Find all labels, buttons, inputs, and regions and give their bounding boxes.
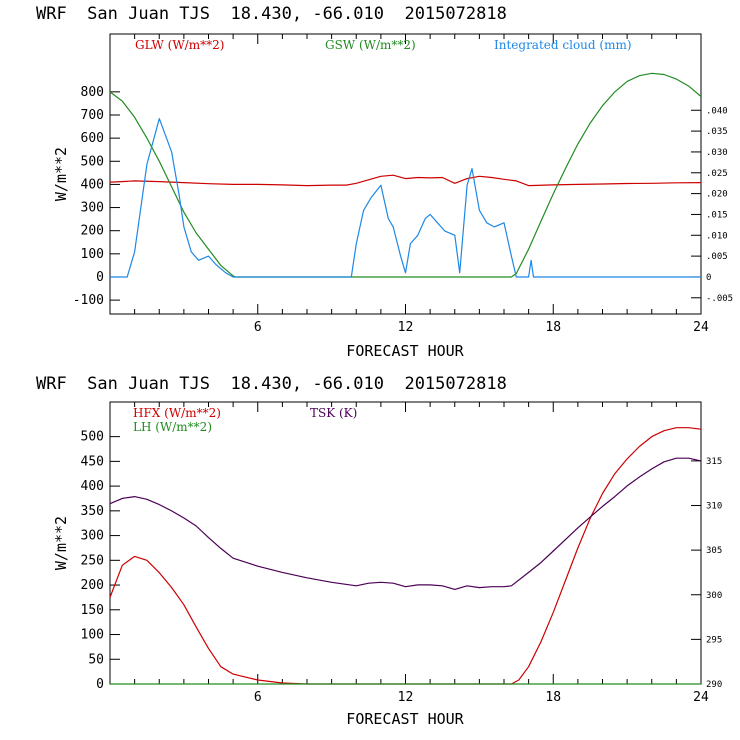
y-tick-label: -100: [73, 293, 104, 308]
y2-tick-label: .020: [706, 190, 728, 200]
panel-radiation: WRF San Juan TJS 18.430, -66.010 2015072…: [36, 4, 733, 360]
series-tsk-line: [109, 457, 702, 591]
y2-tick-label: 315: [706, 457, 722, 467]
y-tick-label: 200: [81, 224, 104, 239]
x-axis-label: FORECAST HOUR: [346, 342, 464, 360]
series-glw-line: [109, 174, 702, 187]
x-tick-label: 18: [545, 320, 561, 335]
y-tick-label: 600: [81, 131, 104, 146]
chart-title-2: WRF San Juan TJS 18.430, -66.010 2015072…: [36, 374, 507, 394]
y-tick-label: 300: [81, 201, 104, 216]
y-tick-label: 200: [81, 578, 104, 593]
y-tick-label: 400: [81, 479, 104, 494]
x-tick-label: 6: [254, 690, 262, 705]
series-lines: [109, 72, 702, 278]
x-tick-label: 12: [398, 320, 414, 335]
y-tick-label: 800: [81, 85, 104, 100]
x-axis-2: 6 12 18 24: [134, 402, 709, 705]
series-lines-2: [109, 427, 702, 685]
legend-hfx: HFX (W/m**2): [133, 406, 221, 420]
x-tick-label: 24: [693, 690, 709, 705]
y2-tick-label: .015: [706, 210, 728, 220]
legend-tsk: TSK (K): [310, 406, 357, 420]
y2-tick-label: -.005: [706, 294, 733, 304]
y-tick-label: 100: [81, 247, 104, 262]
y2-tick-label: 295: [706, 635, 722, 645]
x-tick-label: 6: [254, 320, 262, 335]
series-integrated-line: [110, 117, 701, 278]
y2-tick-label: 305: [706, 546, 722, 556]
y-tick-label: 450: [81, 454, 104, 469]
y2-tick-label: 290: [706, 680, 722, 690]
y2-tick-label: .030: [706, 148, 728, 158]
legend-integrated-cloud: Integrated cloud (mm): [494, 38, 632, 52]
right-axis: .040 .035 .030 .025 .020 .015 .010 .005 0 -.005: [691, 106, 733, 304]
y-tick-label: 500: [81, 430, 104, 445]
legend-lh: LH (W/m**2): [133, 420, 212, 434]
y2-tick-label: 0: [706, 273, 711, 283]
legend-glw: GLW (W/m**2): [135, 38, 224, 52]
y-axis-label-2: W/m**2: [52, 516, 70, 570]
y-tick-label: 700: [81, 108, 104, 123]
y-tick-label: 50: [88, 652, 104, 667]
y-tick-label: 500: [81, 154, 104, 169]
y-tick-label: 0: [96, 270, 104, 285]
x-tick-label: 24: [693, 320, 709, 335]
y2-tick-label: .010: [706, 231, 728, 241]
y-tick-label: 100: [81, 628, 104, 643]
y2-tick-label: .035: [706, 127, 728, 137]
right-axis-2: 315 310 305 300 295 290: [691, 457, 722, 690]
y2-tick-label: 310: [706, 502, 722, 512]
y-tick-label: 400: [81, 177, 104, 192]
chart-title: WRF San Juan TJS 18.430, -66.010 2015072…: [36, 4, 507, 24]
series-gsw-line: [109, 72, 702, 278]
y-tick-label: 150: [81, 603, 104, 618]
plot-frame-2: [109, 401, 702, 685]
series-hfx-line: [109, 427, 702, 685]
y-tick-label: 350: [81, 504, 104, 519]
x-tick-label: 12: [398, 690, 414, 705]
x-axis: 6 12 18 24: [134, 34, 709, 335]
y-tick-label: 250: [81, 553, 104, 568]
y-tick-label: 0: [96, 677, 104, 692]
x-axis-label-2: FORECAST HOUR: [346, 710, 464, 728]
legend-gsw: GSW (W/m**2): [325, 38, 416, 52]
y2-tick-label: .005: [706, 252, 728, 262]
y2-tick-label: .040: [706, 106, 728, 116]
y-axis-label: W/m**2: [52, 147, 70, 201]
y2-tick-label: 300: [706, 591, 722, 601]
x-tick-label: 18: [545, 690, 561, 705]
y-tick-label: 300: [81, 529, 104, 544]
left-axis: 800 700 600 500 400 300 200 100 0 -100: [73, 85, 120, 308]
panel-surface-flux: WRF San Juan TJS 18.430, -66.010 2015072…: [36, 374, 722, 728]
y2-tick-label: .025: [706, 169, 728, 179]
